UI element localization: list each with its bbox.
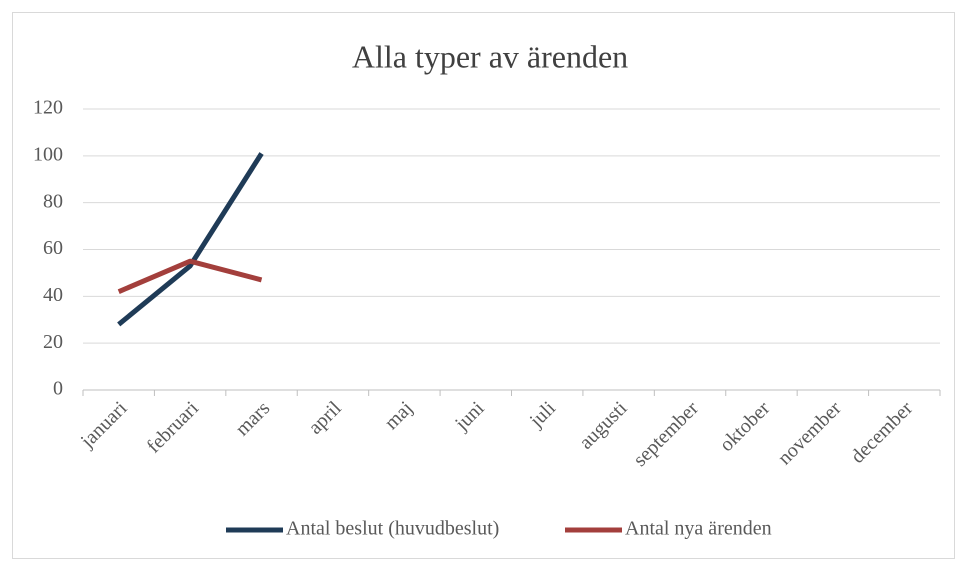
chart-title: Alla typer av ärenden bbox=[352, 38, 628, 74]
y-tick-label: 80 bbox=[43, 190, 63, 212]
line-series bbox=[117, 258, 263, 294]
y-tick-label: 20 bbox=[43, 331, 63, 353]
y-tick-label: 0 bbox=[53, 378, 63, 400]
line-series bbox=[117, 152, 264, 327]
legend-label: Antal nya ärenden bbox=[625, 518, 772, 540]
y-tick-label: 60 bbox=[43, 237, 63, 259]
y-tick-label: 120 bbox=[33, 97, 63, 119]
y-tick-label: 100 bbox=[33, 143, 63, 165]
y-tick-label: 40 bbox=[43, 284, 63, 306]
chart-border bbox=[12, 12, 955, 559]
legend-label: Antal beslut (huvudbeslut) bbox=[286, 518, 499, 540]
